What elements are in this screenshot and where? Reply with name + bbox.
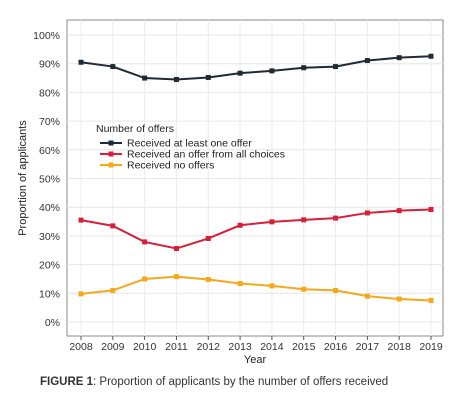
legend-swatch-marker: [108, 140, 114, 146]
data-point: [205, 277, 211, 283]
data-point: [269, 219, 275, 225]
y-tick-label: 20%: [39, 260, 60, 272]
data-point: [173, 274, 179, 280]
data-point: [78, 291, 84, 297]
y-tick-label: 100%: [33, 30, 60, 42]
x-tick-label: 2011: [165, 341, 188, 353]
x-tick-label: 2008: [69, 341, 93, 353]
figure-caption: FIGURE 1: Proportion of applicants by th…: [40, 376, 388, 388]
x-tick-label: 2015: [292, 341, 316, 353]
data-point: [142, 75, 148, 81]
y-tick-label: 30%: [39, 231, 60, 243]
data-point: [364, 210, 370, 216]
data-point: [205, 74, 211, 80]
data-point: [396, 55, 402, 61]
y-tick-label: 50%: [39, 174, 60, 186]
grid-lines: [67, 20, 443, 336]
x-axis-ticks: 2008 2009 2010 2011 2012 2013 2014 2015 2016 2017…: [69, 336, 443, 353]
series-line: [80, 55, 432, 81]
legend-label: Received an offer from all choices: [127, 149, 285, 161]
data-point: [428, 53, 434, 59]
data-point: [301, 65, 307, 71]
figure-caption-text: : Proportion of applicants by the number…: [93, 376, 389, 388]
y-axis-label: Proportion of applicants: [17, 120, 29, 236]
data-point: [333, 287, 339, 293]
legend-swatch-marker: [108, 151, 114, 157]
legend-swatch-marker: [108, 162, 114, 168]
legend-label: Received at least one offer: [127, 138, 252, 150]
series-line: [80, 275, 432, 302]
series-1: [78, 53, 434, 82]
x-tick-label: 2013: [228, 341, 252, 353]
x-tick-label: 2019: [419, 341, 443, 353]
data-point: [269, 68, 275, 74]
y-tick-label: 60%: [39, 145, 60, 157]
data-point: [396, 208, 402, 214]
legend: Number of offers Received at least one o…: [96, 123, 285, 172]
figure-caption-label: FIGURE 1: [40, 376, 94, 388]
y-tick-label: 80%: [39, 87, 60, 99]
data-point: [142, 276, 148, 282]
y-tick-label: 0%: [45, 317, 60, 329]
data-point: [301, 286, 307, 292]
data-point: [301, 217, 307, 223]
series-group: [78, 53, 434, 303]
y-tick-label: 90%: [39, 59, 60, 71]
series-3: [78, 274, 434, 303]
data-point: [269, 283, 275, 289]
y-tick-label: 70%: [39, 116, 60, 128]
data-point: [78, 217, 84, 223]
data-point: [364, 58, 370, 64]
data-point: [237, 222, 243, 228]
data-point: [110, 64, 116, 70]
x-axis-label: Year: [244, 354, 267, 366]
data-point: [110, 287, 116, 293]
data-point: [110, 223, 116, 229]
data-point: [237, 70, 243, 76]
y-axis-ticks: 0% 10% 20% 30% 40% 50% 60% 70% 80% 90% 100%: [33, 30, 60, 329]
y-tick-label: 10%: [39, 288, 60, 300]
data-point: [173, 246, 179, 252]
legend-label: Received no offers: [127, 160, 214, 172]
data-point: [142, 239, 148, 245]
data-point: [364, 293, 370, 299]
x-tick-label: 2018: [388, 341, 412, 353]
series-2: [78, 206, 434, 252]
data-point: [237, 281, 243, 287]
series-line: [80, 208, 432, 250]
data-point: [428, 206, 434, 212]
x-tick-label: 2012: [197, 341, 221, 353]
x-tick-label: 2010: [133, 341, 157, 353]
data-point: [428, 297, 434, 303]
data-point: [333, 215, 339, 221]
x-tick-label: 2009: [101, 341, 125, 353]
data-point: [173, 76, 179, 82]
x-tick-label: 2014: [260, 341, 284, 353]
x-tick-label: 2017: [356, 341, 380, 353]
data-point: [205, 235, 211, 241]
data-point: [396, 296, 402, 302]
legend-title: Number of offers: [96, 123, 174, 135]
data-point: [78, 59, 84, 65]
y-tick-label: 40%: [39, 202, 60, 214]
x-tick-label: 2016: [324, 341, 348, 353]
data-point: [333, 64, 339, 70]
